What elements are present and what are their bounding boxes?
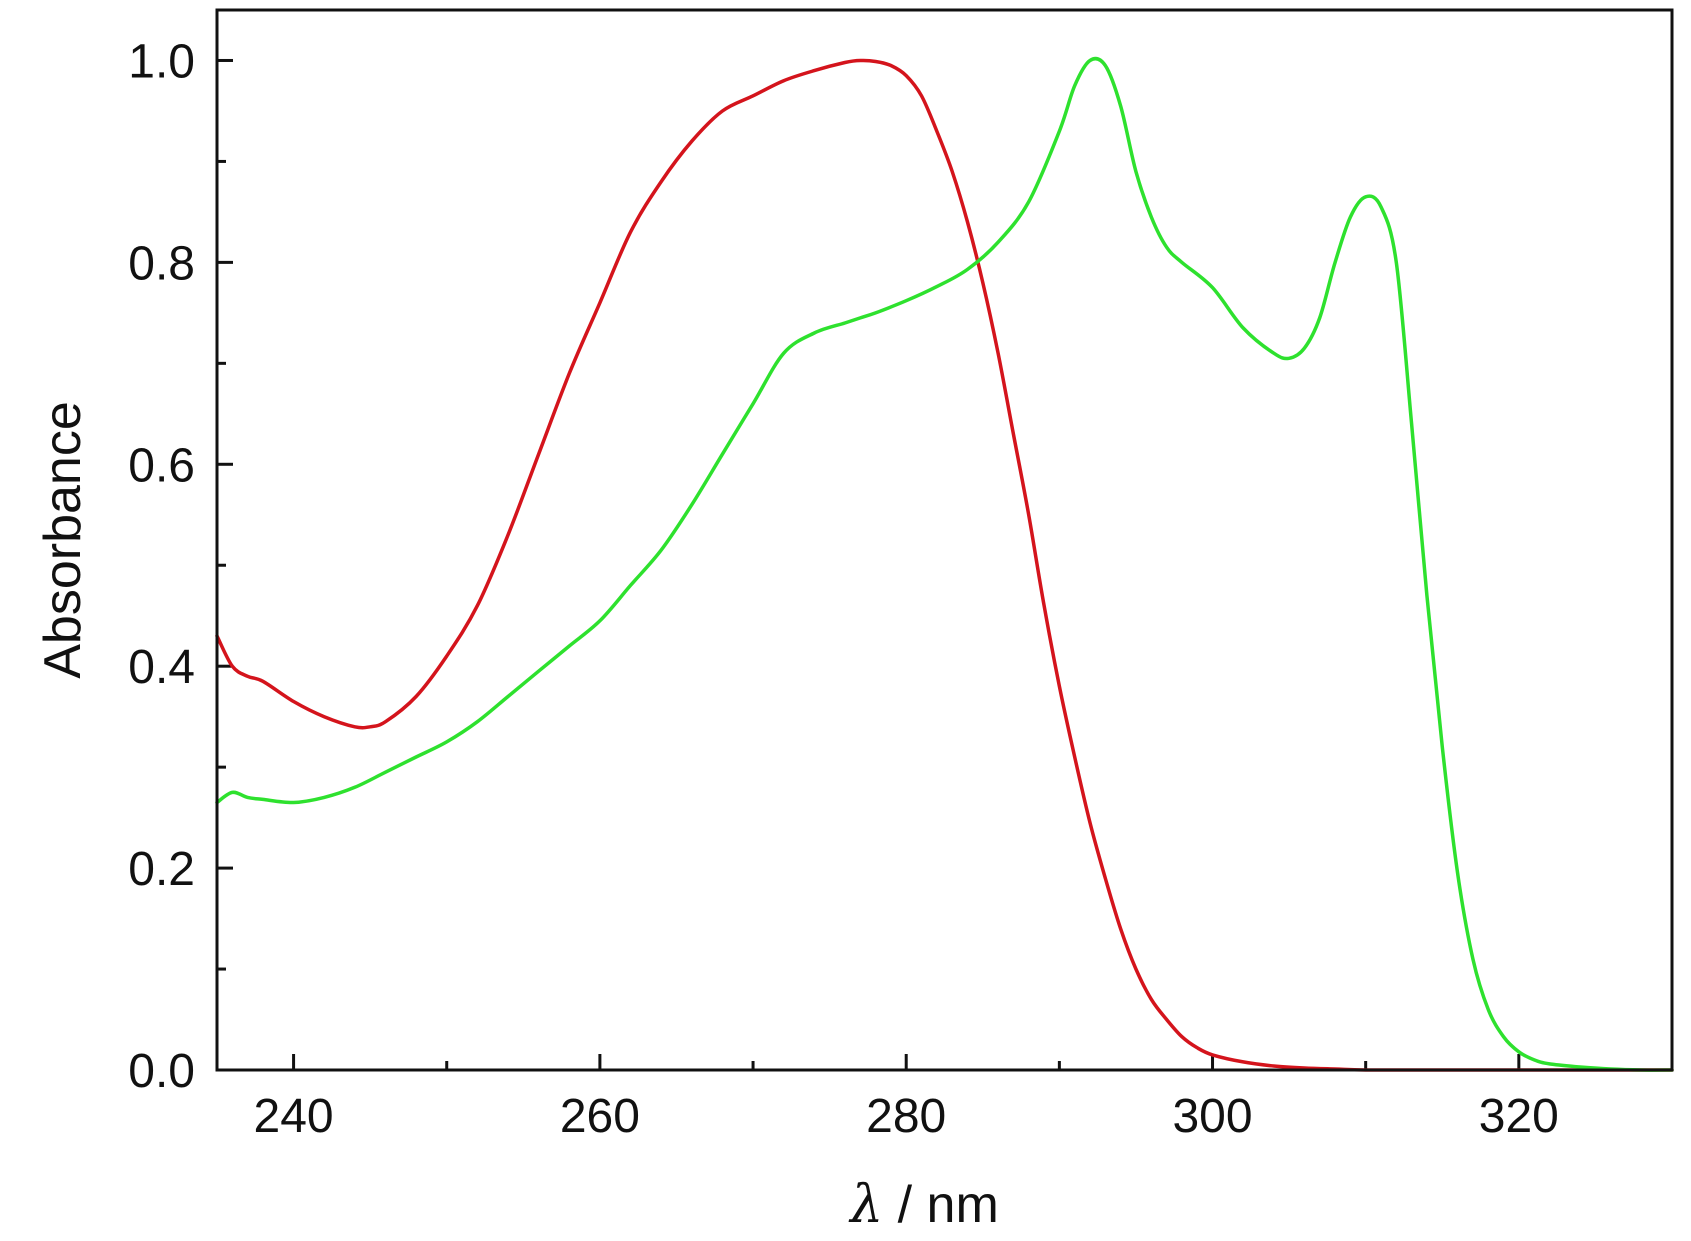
series-layer — [215, 56, 1674, 1072]
y-tick-label: 1.0 — [128, 35, 195, 88]
series-line-2 — [215, 56, 1674, 1072]
y-axis: 0.0 0.2 0.4 0.6 0.8 1.0 — [128, 35, 233, 1098]
x-axis-title: λ / nm — [848, 1175, 999, 1235]
x-axis: 240 260 280 300 320 — [254, 1054, 1674, 1143]
x-tick-label: 320 — [1479, 1090, 1559, 1143]
y-tick-label: 0.6 — [128, 439, 195, 492]
y-axis-title: Absorbance — [34, 401, 92, 679]
y-tick-label: 0.2 — [128, 843, 195, 896]
y-tick-label: 0.4 — [128, 641, 195, 694]
x-tick-label: 280 — [866, 1090, 946, 1143]
x-tick-label: 240 — [254, 1090, 334, 1143]
x-tick-label: 260 — [560, 1090, 640, 1143]
x-tick-label: 300 — [1172, 1090, 1252, 1143]
x-axis-title-unit: / nm — [883, 1176, 999, 1234]
x-axis-title-symbol: λ — [848, 1175, 883, 1235]
y-tick-label: 0.0 — [128, 1045, 195, 1098]
y-tick-label: 0.8 — [128, 237, 195, 290]
series-line-1 — [215, 58, 1674, 1072]
plot-frame — [215, 8, 1674, 1072]
